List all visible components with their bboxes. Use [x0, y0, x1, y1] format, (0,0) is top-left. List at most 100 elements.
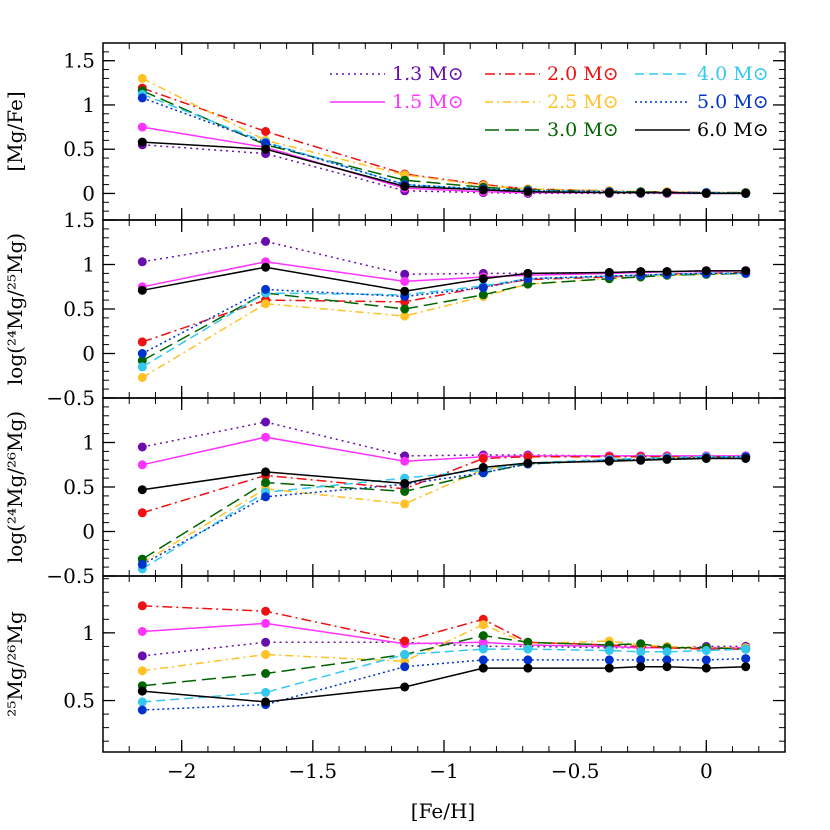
data-point [604, 456, 614, 466]
data-point [662, 454, 672, 464]
data-point [261, 467, 271, 477]
x-tick-label: −2 [167, 759, 196, 783]
series-7 [137, 452, 751, 569]
y-tick-label: 1.5 [63, 208, 95, 232]
data-point [636, 188, 646, 198]
panel-frame [102, 219, 786, 399]
data-point [604, 268, 614, 277]
data-point [636, 662, 646, 672]
data-point [741, 644, 751, 654]
data-point [137, 337, 147, 347]
data-point [523, 452, 533, 462]
data-point [261, 618, 271, 628]
data-point [478, 274, 488, 284]
data-point [137, 373, 147, 382]
legend-item: 1.5 M⊙ [330, 91, 464, 113]
series-line [142, 141, 746, 195]
data-point [261, 284, 271, 294]
data-point [478, 283, 488, 293]
series-line [142, 240, 746, 276]
data-point [137, 122, 147, 132]
panel-1: 0 0.5 1 1.5 [Mg/Fe] [3, 42, 786, 221]
data-point [662, 662, 672, 672]
series-line [142, 665, 746, 703]
data-point [400, 304, 410, 314]
data-point [478, 290, 488, 300]
data-point [701, 663, 711, 673]
data-point [741, 188, 751, 198]
data-point [478, 663, 488, 673]
series-line [142, 455, 746, 514]
data-point [400, 276, 410, 286]
data-point [523, 663, 533, 673]
data-point [400, 478, 410, 488]
series-line [142, 436, 746, 466]
legend-item: 1.3 M⊙ [330, 63, 464, 85]
data-point [137, 705, 147, 715]
series-5 [137, 631, 751, 691]
legend-label: 6.0 M⊙ [697, 119, 769, 141]
series-line [141, 272, 746, 362]
data-point [137, 460, 147, 470]
data-point [261, 236, 271, 246]
data-point [701, 655, 711, 665]
data-point [636, 639, 646, 649]
y-tick-label: 1 [82, 93, 95, 117]
series-line [142, 605, 746, 650]
data-point [261, 138, 271, 148]
data-point [400, 286, 410, 296]
data-point [137, 285, 147, 295]
series-5 [137, 268, 751, 366]
data-point [137, 349, 147, 358]
legend-item: 5.0 M⊙ [635, 91, 769, 113]
data-point [701, 454, 711, 463]
series-line [141, 455, 746, 566]
data-point [400, 682, 410, 692]
data-point [400, 269, 410, 279]
data-point [741, 662, 751, 672]
data-point [261, 492, 271, 502]
data-point [261, 669, 271, 678]
y-axis-label: log(²⁴Mg/²⁶Mg) [3, 411, 27, 563]
legend-item: 4.0 M⊙ [635, 63, 769, 85]
series-line [142, 623, 746, 672]
series-line [142, 271, 746, 343]
data-point [400, 499, 410, 509]
data-point [137, 666, 147, 676]
data-point [137, 627, 147, 636]
series-4 [137, 268, 751, 382]
data-point [400, 486, 410, 496]
series-8 [137, 137, 751, 198]
data-point [604, 663, 614, 673]
legend-label: 4.0 M⊙ [697, 63, 769, 85]
series-line [141, 272, 746, 368]
y-axis-label: [Mg/Fe] [3, 91, 27, 171]
legend-label: 2.5 M⊙ [547, 91, 619, 113]
y-axis-label: ²⁵Mg/²⁶Mg [3, 611, 27, 717]
panels-group: 0 0.5 1 1.5 [Mg/Fe] −0.5 0 0.5 1 1.5 log(²⁴Mg/²⁵Mg… [3, 42, 786, 783]
data-point [137, 601, 147, 611]
data-point [523, 644, 533, 654]
data-point [523, 187, 533, 197]
data-point [400, 456, 410, 466]
y-tick-label: 0.5 [63, 137, 95, 161]
data-point [478, 644, 488, 654]
y-tick-label: 1 [82, 431, 95, 455]
data-point [741, 266, 751, 276]
series-4 [137, 452, 751, 568]
data-point [261, 432, 271, 442]
data-point [261, 478, 271, 488]
series-6 [137, 644, 751, 707]
data-point [636, 647, 646, 657]
x-tick-label: −1.5 [289, 759, 338, 783]
data-point [636, 267, 646, 277]
data-point [523, 268, 533, 278]
data-point [662, 655, 672, 665]
legend-item: 2.0 M⊙ [485, 63, 619, 85]
legend-label: 5.0 M⊙ [697, 91, 769, 113]
y-tick-label: 0.5 [63, 475, 95, 499]
y-tick-label: 0 [82, 342, 95, 366]
data-point [478, 620, 488, 630]
series-7 [137, 268, 751, 358]
